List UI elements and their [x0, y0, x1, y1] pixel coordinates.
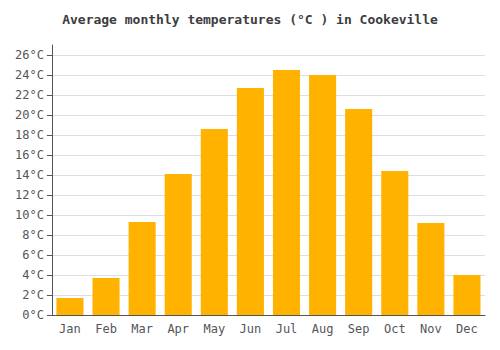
svg-text:Aug: Aug	[312, 322, 334, 336]
svg-text:Jun: Jun	[240, 322, 262, 336]
svg-text:14°C: 14°C	[15, 168, 44, 182]
svg-text:Average monthly temperatures (: Average monthly temperatures (°C ) in Co…	[62, 12, 438, 27]
svg-text:12°C: 12°C	[15, 188, 44, 202]
svg-text:16°C: 16°C	[15, 148, 44, 162]
svg-text:Apr: Apr	[167, 322, 189, 336]
svg-text:Jan: Jan	[59, 322, 81, 336]
svg-text:May: May	[203, 322, 225, 336]
svg-text:4°C: 4°C	[22, 268, 44, 282]
svg-text:8°C: 8°C	[22, 228, 44, 242]
svg-text:Mar: Mar	[131, 322, 153, 336]
svg-text:0°C: 0°C	[22, 308, 44, 322]
svg-text:Sep: Sep	[348, 322, 370, 336]
svg-text:Oct: Oct	[384, 322, 406, 336]
svg-text:10°C: 10°C	[15, 208, 44, 222]
svg-text:Dec: Dec	[456, 322, 478, 336]
svg-text:24°C: 24°C	[15, 68, 44, 82]
svg-text:Feb: Feb	[95, 322, 117, 336]
svg-text:26°C: 26°C	[15, 48, 44, 62]
svg-text:Nov: Nov	[420, 322, 442, 336]
svg-text:Jul: Jul	[276, 322, 298, 336]
svg-text:6°C: 6°C	[22, 248, 44, 262]
svg-text:20°C: 20°C	[15, 108, 44, 122]
svg-text:22°C: 22°C	[15, 88, 44, 102]
svg-text:2°C: 2°C	[22, 288, 44, 302]
svg-text:18°C: 18°C	[15, 128, 44, 142]
